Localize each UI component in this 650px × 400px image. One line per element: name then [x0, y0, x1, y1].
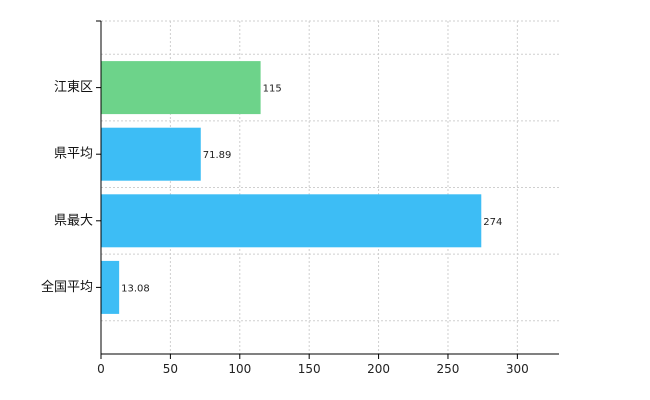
x-tick-label-6: 300	[506, 362, 529, 376]
data-label-1: 71.89	[203, 150, 232, 161]
bar-3	[101, 260, 120, 314]
bars	[101, 61, 482, 314]
x-tick-label-5: 250	[437, 362, 460, 376]
bar-1	[101, 127, 201, 181]
x-tick-label-1: 50	[163, 362, 178, 376]
category-label-0: 江東区	[54, 79, 93, 95]
category-label-1: 県平均	[54, 147, 93, 162]
x-tick-label-2: 100	[228, 362, 251, 376]
data-label-3: 13.08	[121, 283, 150, 294]
grid-lines	[101, 20, 559, 354]
bar-2	[101, 194, 482, 248]
x-tick-label-4: 200	[367, 362, 390, 376]
x-tick-label-0: 0	[97, 362, 105, 376]
data-label-0: 115	[263, 84, 282, 95]
axes	[96, 20, 559, 359]
data-label-2: 274	[483, 217, 502, 228]
category-label-2: 県最大	[54, 213, 93, 228]
category-label-3: 全国平均	[41, 279, 93, 295]
bar-0	[101, 61, 261, 115]
labels: 江東区 115 県平均 71.89 県最大 274 全国平均 13.08 0 50 100 150 20…	[41, 79, 529, 376]
x-tick-label-3: 150	[298, 362, 321, 376]
